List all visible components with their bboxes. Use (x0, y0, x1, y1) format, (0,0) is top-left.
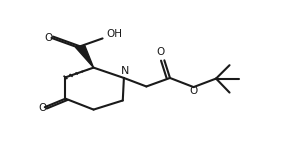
Text: N: N (121, 66, 129, 76)
Text: OH: OH (106, 29, 122, 39)
Text: O: O (39, 103, 47, 113)
Text: O: O (157, 47, 165, 57)
Text: O: O (189, 86, 198, 96)
Text: O: O (44, 33, 53, 43)
Polygon shape (75, 46, 94, 68)
